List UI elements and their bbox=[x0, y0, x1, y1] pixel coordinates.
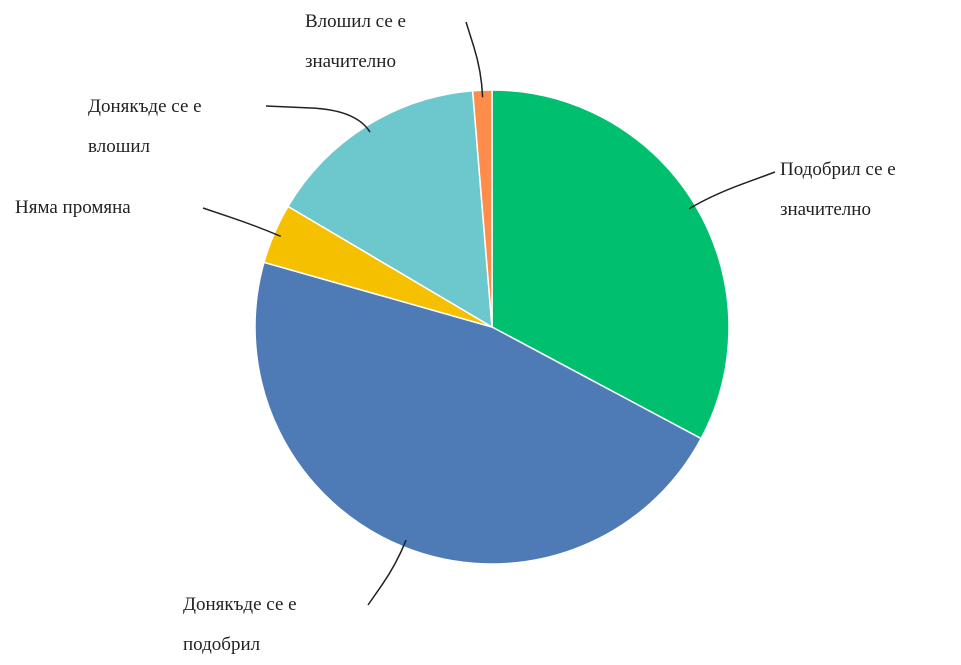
leader-line bbox=[367, 539, 407, 606]
leader-line bbox=[265, 105, 371, 133]
slice-label: Влошил се е значително bbox=[305, 11, 406, 72]
leader-line bbox=[688, 171, 776, 210]
slice-label: Донякъде се е подобрил bbox=[183, 594, 297, 655]
slice-label: Донякъде се е влошил bbox=[88, 96, 202, 157]
leader-line bbox=[202, 207, 282, 238]
leader-line bbox=[465, 21, 484, 98]
slice-label: Подобрил се е значително bbox=[780, 159, 896, 220]
slice-label: Няма промяна bbox=[15, 197, 131, 218]
